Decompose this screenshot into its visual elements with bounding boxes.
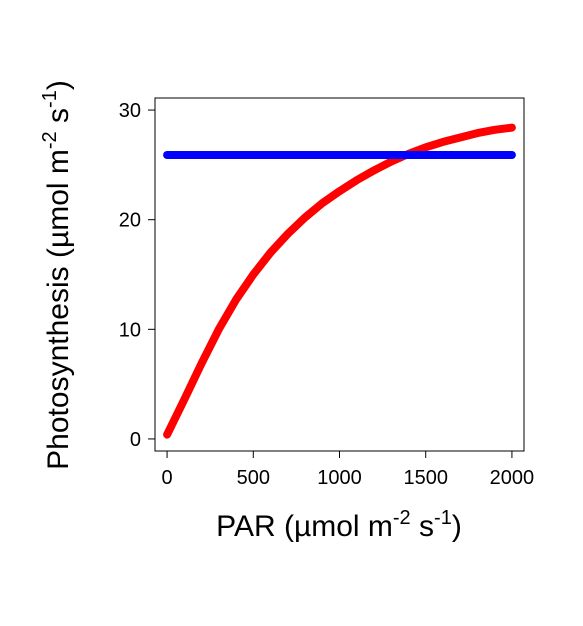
y-axis-title-sup1: -2: [39, 131, 61, 149]
x-tick-label-0: 0: [162, 467, 173, 489]
y-axis-title-sup2: -1: [39, 90, 61, 108]
x-tick-label-1: 500: [237, 467, 270, 489]
y-axis: 0 10 20 30: [119, 100, 156, 451]
series-line-0: [163, 123, 516, 439]
y-axis-title-text: Photosynthesis (µmol m: [42, 149, 75, 470]
x-tick-label-2: 1000: [317, 467, 362, 489]
y-axis-title: Photosynthesis (µmol m-2 s-1): [39, 80, 75, 470]
plot-frame: [154, 97, 525, 452]
x-axis-title-text: PAR (µmol m: [216, 510, 393, 543]
series-layer: [163, 123, 516, 439]
x-tick-label-4: 2000: [490, 467, 535, 489]
y-tick-label-1: 10: [119, 319, 141, 341]
x-axis-title-sup1: -2: [393, 507, 411, 529]
x-axis-title-end: ): [452, 510, 462, 543]
x-tick-label-3: 1500: [403, 467, 448, 489]
x-axis-title-mid: s: [411, 510, 434, 543]
y-tick-label-3: 30: [119, 100, 141, 122]
y-axis-title-mid: s: [42, 108, 75, 131]
y-tick-label-0: 0: [130, 429, 141, 451]
x-axis: 0 500 1000 1500 2000: [162, 450, 535, 489]
y-axis-title-end: ): [42, 80, 75, 90]
y-tick-label-2: 20: [119, 210, 141, 232]
x-axis-title: PAR (µmol m-2 s-1): [216, 507, 462, 543]
x-axis-title-sup2: -1: [434, 507, 452, 529]
